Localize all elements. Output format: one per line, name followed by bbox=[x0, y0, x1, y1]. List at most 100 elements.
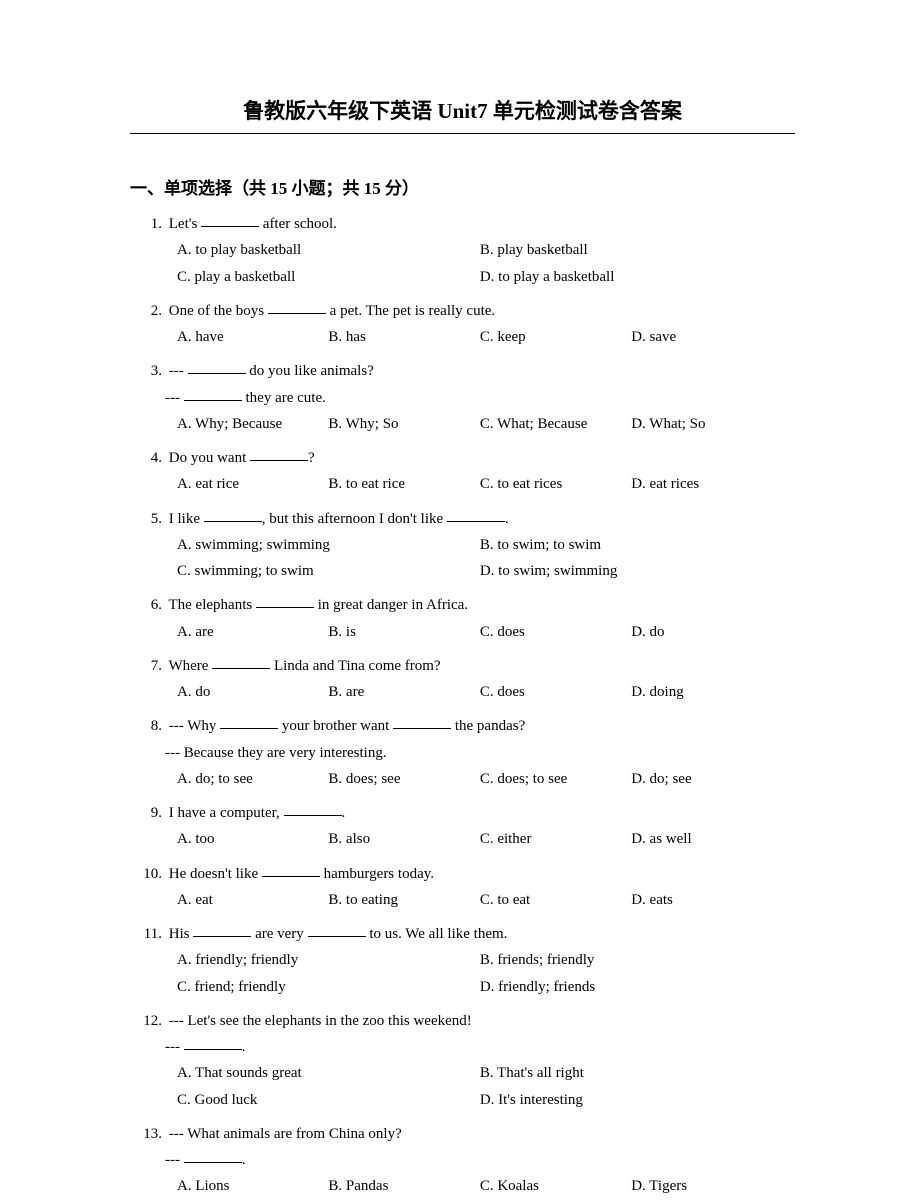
question-text: 11. His are very to us. We all like them… bbox=[130, 921, 795, 947]
options-row: C. swimming; to swimD. to swim; swimming bbox=[130, 558, 795, 584]
option: D. do bbox=[631, 619, 782, 645]
option: A. eat bbox=[177, 887, 328, 913]
question: 6. The elephants in great danger in Afri… bbox=[130, 592, 795, 645]
question-text: 4. Do you want ? bbox=[130, 445, 795, 471]
option: C. keep bbox=[480, 324, 631, 350]
options-row: A. areB. isC. doesD. do bbox=[130, 619, 795, 645]
question-post: . bbox=[242, 1152, 246, 1168]
question-number: 12. bbox=[140, 1008, 162, 1034]
options-row: A. tooB. alsoC. eitherD. as well bbox=[130, 826, 795, 852]
options-row: A. to play basketballB. play basketball bbox=[130, 237, 795, 263]
blank bbox=[201, 213, 259, 227]
option: B. has bbox=[328, 324, 479, 350]
option: D. friendly; friends bbox=[480, 974, 783, 1000]
option: C. to eat bbox=[480, 887, 631, 913]
option: A. That sounds great bbox=[177, 1060, 480, 1086]
option: B. That's all right bbox=[480, 1060, 783, 1086]
question-after: ? bbox=[308, 450, 315, 466]
question-after: . bbox=[505, 511, 509, 527]
question-number: 2. bbox=[140, 298, 162, 324]
option: B. is bbox=[328, 619, 479, 645]
question-after: to us. We all like them. bbox=[366, 926, 508, 942]
option: C. to eat rices bbox=[480, 471, 631, 497]
question-after: in great danger in Africa. bbox=[314, 597, 468, 613]
question-after: . bbox=[342, 805, 346, 821]
blank bbox=[184, 1036, 242, 1050]
question-post: do you like animals? bbox=[246, 363, 374, 379]
question: 4. Do you want ?A. eat riceB. to eat ric… bbox=[130, 445, 795, 498]
question-text: --- they are cute. bbox=[130, 385, 795, 411]
options-row: C. play a basketballD. to play a basketb… bbox=[130, 264, 795, 290]
question-pre: --- bbox=[169, 363, 188, 379]
question-before: The elephants bbox=[168, 597, 255, 613]
question: 8. --- Why your brother want the pandas?… bbox=[130, 713, 795, 792]
option: A. have bbox=[177, 324, 328, 350]
option: A. too bbox=[177, 826, 328, 852]
option: D. It's interesting bbox=[480, 1087, 783, 1113]
option: B. friends; friendly bbox=[480, 947, 783, 973]
option: A. are bbox=[177, 619, 328, 645]
option: D. What; So bbox=[631, 411, 782, 437]
option: D. Tigers bbox=[631, 1173, 782, 1199]
question: 12. --- Let's see the elephants in the z… bbox=[130, 1008, 795, 1113]
blank bbox=[204, 508, 262, 522]
option: C. Koalas bbox=[480, 1173, 631, 1199]
question-post: the pandas? bbox=[451, 718, 525, 734]
question-number: 13. bbox=[140, 1121, 162, 1147]
question-number: 1. bbox=[140, 211, 162, 237]
question: 13. --- What animals are from China only… bbox=[130, 1121, 795, 1200]
question: 11. His are very to us. We all like them… bbox=[130, 921, 795, 1000]
option: B. are bbox=[328, 679, 479, 705]
option: D. eat rices bbox=[631, 471, 782, 497]
question-before: He doesn't like bbox=[169, 866, 262, 882]
question-after: after school. bbox=[259, 216, 337, 232]
question: 10. He doesn't like hamburgers today.A. … bbox=[130, 861, 795, 914]
question-after: Linda and Tina come from? bbox=[270, 658, 440, 674]
question-number: 5. bbox=[140, 506, 162, 532]
options-row: A. eat riceB. to eat riceC. to eat rices… bbox=[130, 471, 795, 497]
option: C. What; Because bbox=[480, 411, 631, 437]
question-text: --- . bbox=[130, 1147, 795, 1173]
option: D. do; see bbox=[631, 766, 782, 792]
option: A. Lions bbox=[177, 1173, 328, 1199]
blank bbox=[188, 360, 246, 374]
question-number: 4. bbox=[140, 445, 162, 471]
question: 3. --- do you like animals? --- they are … bbox=[130, 358, 795, 437]
option: B. to eating bbox=[328, 887, 479, 913]
option: D. as well bbox=[631, 826, 782, 852]
option: D. to swim; swimming bbox=[480, 558, 783, 584]
option: B. to eat rice bbox=[328, 471, 479, 497]
question-number: 9. bbox=[140, 800, 162, 826]
question-text: --- . bbox=[130, 1034, 795, 1060]
option: C. does bbox=[480, 619, 631, 645]
blank bbox=[262, 863, 320, 877]
question-number: 11. bbox=[140, 921, 162, 947]
option: D. save bbox=[631, 324, 782, 350]
question-before: Where bbox=[168, 658, 212, 674]
question-before: One of the boys bbox=[169, 303, 268, 319]
question-pre: --- bbox=[165, 1039, 184, 1055]
question-mid: , but this afternoon I don't like bbox=[262, 511, 447, 527]
option: C. Good luck bbox=[177, 1087, 480, 1113]
question-number: 7. bbox=[140, 653, 162, 679]
blank bbox=[393, 715, 451, 729]
option: A. friendly; friendly bbox=[177, 947, 480, 973]
question-pre: --- Let's see the elephants in the zoo t… bbox=[169, 1013, 472, 1029]
question-number: 8. bbox=[140, 713, 162, 739]
question-pre: --- What animals are from China only? bbox=[169, 1126, 402, 1142]
options-row: A. That sounds greatB. That's all right bbox=[130, 1060, 795, 1086]
option: A. swimming; swimming bbox=[177, 532, 480, 558]
question-number: 3. bbox=[140, 358, 162, 384]
option: A. eat rice bbox=[177, 471, 328, 497]
option: A. Why; Because bbox=[177, 411, 328, 437]
question-text: 12. --- Let's see the elephants in the z… bbox=[130, 1008, 795, 1034]
section-header: 一、单项选择（共 15 小题；共 15 分） bbox=[130, 174, 795, 199]
blank bbox=[220, 715, 278, 729]
questions-container: 1. Let's after school.A. to play basketb… bbox=[130, 211, 795, 1200]
question-before: Do you want bbox=[169, 450, 250, 466]
question-text: 1. Let's after school. bbox=[130, 211, 795, 237]
option: B. also bbox=[328, 826, 479, 852]
option: B. Why; So bbox=[328, 411, 479, 437]
question-number: 10. bbox=[140, 861, 162, 887]
question-pre: --- Because they are very interesting. bbox=[165, 745, 387, 761]
